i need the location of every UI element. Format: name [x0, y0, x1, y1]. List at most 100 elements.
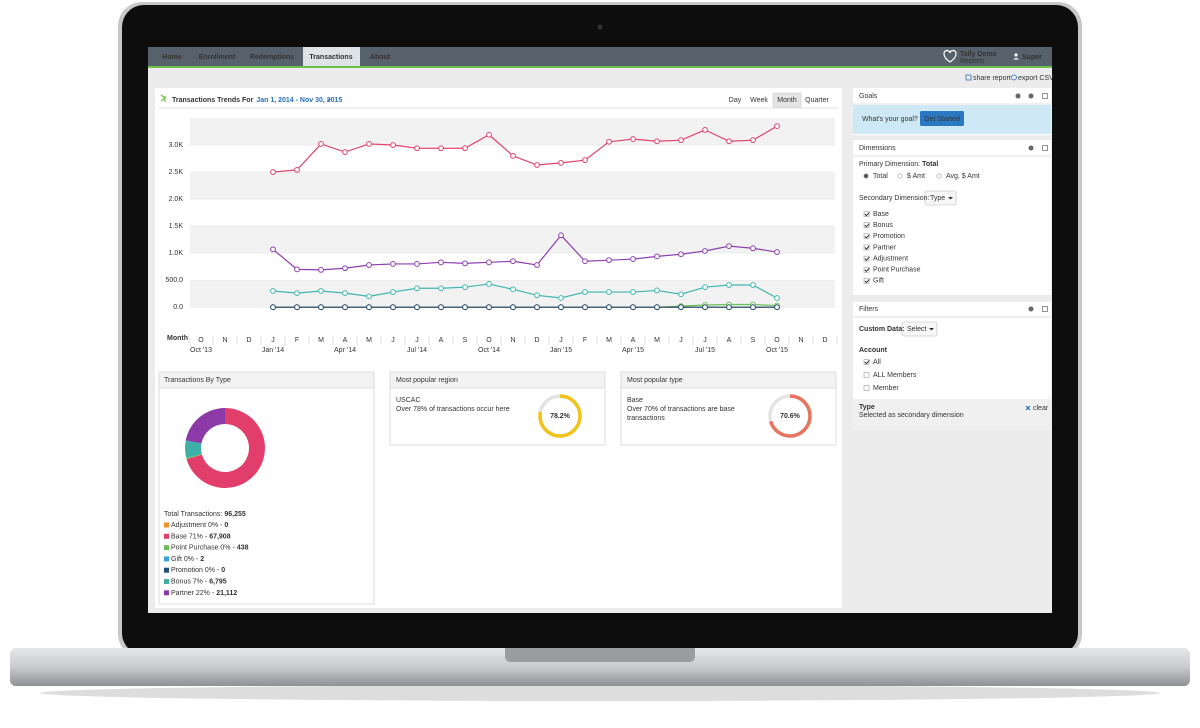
nav-tab[interactable]: Redemptions	[250, 54, 294, 61]
checkbox[interactable]	[863, 233, 870, 240]
nav-tab[interactable]: Home	[162, 54, 182, 61]
checkbox[interactable]	[863, 244, 870, 251]
popular-name: Base	[627, 397, 643, 404]
data-point	[726, 304, 732, 311]
data-point	[486, 259, 492, 266]
data-point	[510, 286, 516, 293]
data-point	[726, 243, 732, 250]
nav-underline	[148, 66, 1052, 68]
x-tick-label: D	[246, 337, 251, 344]
x-tick-label: J	[415, 337, 419, 344]
panel-icon[interactable]	[1028, 306, 1034, 312]
checkbox[interactable]	[863, 211, 870, 217]
x-tick-label: M	[606, 337, 612, 344]
share-icon[interactable]	[965, 74, 972, 81]
button-label[interactable]: Get Started	[924, 116, 960, 123]
y-tick-label: 1.5K	[169, 223, 184, 230]
checkbox[interactable]	[863, 372, 870, 378]
export-link[interactable]: export CSV	[1018, 75, 1054, 82]
gauge-arc	[538, 394, 582, 438]
panel-icon[interactable]	[1015, 93, 1021, 99]
radio[interactable]	[863, 173, 869, 179]
total-label: Total Transactions:	[164, 511, 222, 518]
popular-description: Over 70% of transactions are base transa…	[627, 406, 735, 422]
active-granularity[interactable]	[772, 92, 802, 108]
secondary-value[interactable]: Type	[930, 195, 945, 202]
series-toggle[interactable]: Base	[873, 211, 889, 218]
granularity-button[interactable]: Month	[777, 97, 797, 104]
series-line	[272, 125, 778, 173]
period-label: Jul '14	[407, 347, 427, 354]
radio[interactable]	[936, 173, 942, 179]
radio-label[interactable]: Total	[873, 173, 888, 180]
x-tick-label: A	[727, 337, 732, 344]
panel-icon[interactable]	[1028, 93, 1034, 99]
custom-select[interactable]	[901, 321, 938, 337]
data-point	[534, 162, 540, 168]
share-link[interactable]: share report	[973, 75, 1011, 82]
total-transactions: Total Transactions: 96,255	[164, 511, 246, 518]
nav-tab[interactable]: About	[370, 54, 391, 61]
x-tick-label: D	[822, 337, 827, 344]
legend-swatch	[164, 533, 169, 539]
series-toggle[interactable]: Gift	[873, 278, 884, 285]
series-toggle[interactable]: Promotion	[873, 233, 905, 240]
x-tick-label: F	[583, 337, 587, 344]
custom-select-label[interactable]: Select	[907, 326, 927, 333]
data-point	[414, 145, 420, 152]
x-tick-label: M	[366, 337, 372, 344]
checkbox[interactable]	[863, 359, 870, 365]
data-point	[606, 289, 612, 295]
checkbox[interactable]	[863, 385, 870, 391]
legend-swatch	[164, 579, 169, 584]
clear-icon[interactable]	[1025, 405, 1031, 411]
panel-icon[interactable]	[1042, 306, 1048, 312]
legend-item: Base 71% -67,908	[171, 533, 231, 540]
radio-label[interactable]: Avg. $ Amt	[946, 173, 980, 180]
date-range[interactable]: Jan 1, 2014 - Nov 30, 2015	[256, 97, 342, 104]
granularity-button[interactable]: Day	[729, 97, 742, 104]
series-toggle[interactable]: Adjustment	[873, 255, 908, 262]
panel-icon[interactable]	[1042, 145, 1048, 151]
account-option[interactable]: Member	[873, 385, 899, 392]
data-point	[534, 262, 540, 268]
granularity-button[interactable]: Quarter	[805, 97, 829, 104]
nav-tab[interactable]: Transactions	[309, 54, 352, 61]
account-option[interactable]: All	[873, 359, 881, 366]
get-started-button[interactable]	[920, 111, 964, 126]
data-point	[702, 284, 708, 291]
nav-tab[interactable]: Enrollment	[199, 54, 236, 61]
checkmark	[864, 234, 870, 239]
radio-label[interactable]: $ Amt	[907, 173, 925, 180]
secondary-select[interactable]	[924, 190, 957, 206]
series-toggle[interactable]: Partner	[873, 244, 897, 251]
data-point	[390, 304, 396, 311]
checkbox[interactable]	[863, 278, 870, 284]
donut-slice	[185, 408, 225, 444]
user-name[interactable]: Super	[1022, 54, 1042, 61]
data-point	[294, 304, 300, 311]
custom-label: Custom Data:	[859, 326, 905, 333]
clear-link[interactable]: clear	[1033, 405, 1049, 412]
panel-icon[interactable]	[1042, 93, 1048, 99]
account-option[interactable]: ALL Members	[873, 372, 917, 379]
panel-icon[interactable]	[1028, 145, 1034, 151]
checkbox[interactable]	[863, 255, 870, 262]
granularity-button[interactable]: Week	[750, 97, 768, 104]
export-icon[interactable]	[1011, 74, 1017, 81]
legend-item: Adjustment 0% -0	[171, 522, 228, 529]
radio[interactable]	[897, 173, 903, 179]
checkbox[interactable]	[863, 222, 870, 228]
data-point	[342, 265, 348, 272]
checkbox[interactable]	[863, 266, 870, 273]
series-toggle[interactable]: Point Purchase	[873, 267, 921, 274]
data-point	[654, 253, 660, 260]
data-point	[438, 285, 444, 292]
data-point	[510, 152, 516, 159]
data-point	[462, 145, 468, 152]
data-point	[558, 295, 564, 301]
checkmark	[864, 360, 870, 365]
legend-swatch	[164, 567, 169, 573]
series-toggle[interactable]: Bonus	[873, 222, 893, 229]
data-point	[462, 260, 468, 267]
